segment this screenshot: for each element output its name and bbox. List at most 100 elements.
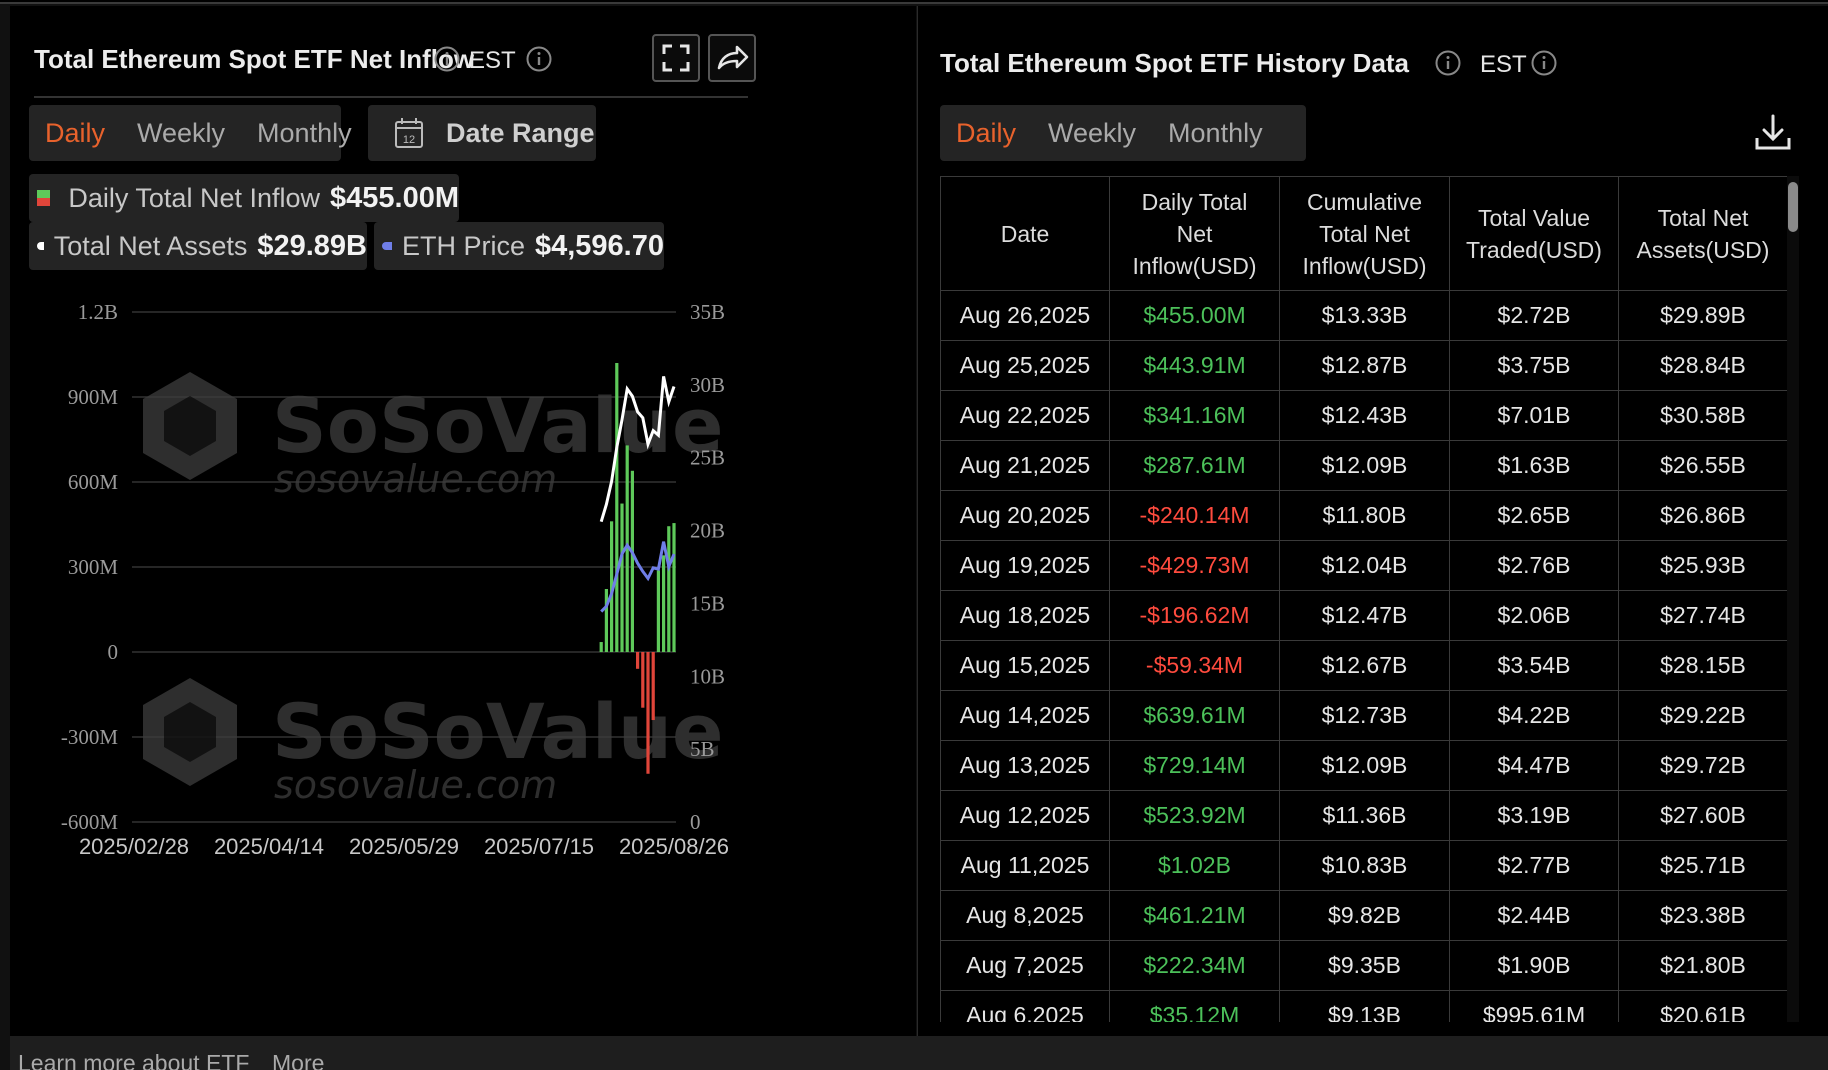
history-period-weekly[interactable]: Weekly <box>1048 117 1137 148</box>
watermark-site: sosovalue.com <box>274 763 557 807</box>
table-cell: $341.16M <box>1109 390 1280 441</box>
table-row[interactable]: Aug 15,2025 -$59.34M $12.67B $3.54B $28.15B <box>940 640 1788 691</box>
table-cell: $2.44B <box>1449 890 1619 941</box>
table-row[interactable]: Aug 13,2025 $729.14M $12.09B $4.47B $29.72B <box>940 740 1788 791</box>
inflow-bar <box>656 570 660 652</box>
scrollbar-thumb[interactable] <box>1788 182 1798 232</box>
legend-eth-price[interactable]: ETH Price $4,596.70 <box>374 222 664 270</box>
table-cell: $1.02B <box>1109 840 1280 891</box>
table-cell: $12.04B <box>1279 540 1450 591</box>
table-row[interactable]: Aug 7,2025 $222.34M $9.35B $1.90B $21.80B <box>940 940 1788 991</box>
legend-inflow[interactable]: Daily Total Net Inflow $455.00M <box>29 174 459 222</box>
watermark-site: sosovalue.com <box>274 457 557 501</box>
table-cell: Aug 13,2025 <box>940 740 1110 791</box>
table-cell: $443.91M <box>1109 340 1280 391</box>
table-row[interactable]: Aug 22,2025 $341.16M $12.43B $7.01B $30.58B <box>940 390 1788 441</box>
table-cell: $9.35B <box>1279 940 1450 991</box>
history-period-daily[interactable]: Daily <box>956 117 1017 148</box>
download-icon[interactable] <box>1753 112 1793 154</box>
table-cell: $29.72B <box>1618 740 1788 791</box>
history-table-viewport[interactable]: Date Daily Total Net Inflow(USD) Cumulative T… <box>918 6 1828 1022</box>
period-monthly[interactable]: Monthly <box>257 117 352 148</box>
column-header: Cumulative Total Net Inflow(USD) <box>1279 176 1450 291</box>
x-tick-label: 2025/02/28 <box>79 834 189 859</box>
inflow-bar <box>604 589 608 652</box>
history-table: Date Daily Total Net Inflow(USD) Cumulative T… <box>940 176 1788 1022</box>
share-button[interactable] <box>708 34 756 82</box>
table-cell: $27.60B <box>1618 790 1788 841</box>
more-link[interactable]: More <box>272 1050 325 1070</box>
table-row[interactable]: Aug 14,2025 $639.61M $12.73B $4.22B $29.22B <box>940 690 1788 741</box>
eth-swatch-icon <box>382 242 392 250</box>
table-cell: $7.01B <box>1449 390 1619 441</box>
column-header-line: Date <box>1000 220 1050 247</box>
period-weekly[interactable]: Weekly <box>137 117 226 148</box>
table-row[interactable]: Aug 20,2025 -$240.14M $11.80B $2.65B $26.86B <box>940 490 1788 541</box>
table-row[interactable]: Aug 6,2025 $35.12M $9.13B $995.61M $20.61B <box>940 990 1788 1022</box>
table-row[interactable]: Aug 11,2025 $1.02B $10.83B $2.77B $25.71B <box>940 840 1788 891</box>
x-tick-label: 2025/08/26 <box>619 834 729 859</box>
column-header-line: Traded(USD) <box>1466 236 1602 263</box>
y-right-tick-label: 15B <box>690 591 725 615</box>
table-cell: $23.38B <box>1618 890 1788 941</box>
table-cell: $287.61M <box>1109 440 1280 491</box>
inflow-bar <box>646 652 650 774</box>
table-cell: $28.15B <box>1618 640 1788 691</box>
table-row[interactable]: Aug 26,2025 $455.00M $13.33B $2.72B $29.89B <box>940 290 1788 341</box>
table-cell: $4.47B <box>1449 740 1619 791</box>
chart-watermarks: SoSoValuesosovalue.comSoSoValuesosovalue… <box>143 372 724 807</box>
table-row[interactable]: Aug 12,2025 $523.92M $11.36B $3.19B $27.60B <box>940 790 1788 841</box>
y-left-tick-label: 900M <box>68 385 119 409</box>
watermark-logo-icon <box>143 678 237 786</box>
column-header-line: Total Value <box>1477 204 1591 231</box>
x-tick-label: 2025/05/29 <box>349 834 459 859</box>
table-cell: $3.19B <box>1449 790 1619 841</box>
table-cell: $4.22B <box>1449 690 1619 741</box>
table-cell: $21.80B <box>1618 940 1788 991</box>
date-range-button[interactable]: 12 Date Range <box>368 105 596 161</box>
history-title: Total Ethereum Spot ETF History Data <box>940 48 1410 78</box>
table-cell: $29.22B <box>1618 690 1788 741</box>
table-cell: $222.34M <box>1109 940 1280 991</box>
column-header-line: Cumulative <box>1306 188 1423 215</box>
table-cell: $25.93B <box>1618 540 1788 591</box>
history-period-monthly[interactable]: Monthly <box>1168 117 1263 148</box>
table-row[interactable]: Aug 21,2025 $287.61M $12.09B $1.63B $26.55B <box>940 440 1788 491</box>
fullscreen-button[interactable] <box>652 34 700 82</box>
legend-total-net-assets[interactable]: Total Net Assets $29.89B <box>29 222 367 270</box>
column-header-line: Inflow(USD) <box>1132 252 1257 279</box>
learn-more-link[interactable]: Learn more about ETF <box>18 1050 250 1070</box>
x-tick-label: 2025/04/14 <box>214 834 324 859</box>
table-cell: $25.71B <box>1618 840 1788 891</box>
table-scrollbar[interactable] <box>1787 176 1799 1022</box>
table-row[interactable]: Aug 8,2025 $461.21M $9.82B $2.44B $23.38B <box>940 890 1788 941</box>
legend-eth-value: $4,596.70 <box>534 229 664 262</box>
table-row[interactable]: Aug 18,2025 -$196.62M $12.47B $2.06B $27.74B <box>940 590 1788 641</box>
column-header-line: Total Net <box>1657 204 1749 231</box>
history-panel: Date Daily Total Net Inflow(USD) Cumulative T… <box>917 6 1828 1036</box>
table-cell: $12.43B <box>1279 390 1450 441</box>
period-daily[interactable]: Daily <box>45 117 106 148</box>
table-row[interactable]: Aug 19,2025 -$429.73M $12.04B $2.76B $25.93B <box>940 540 1788 591</box>
table-header-row: Date Daily Total Net Inflow(USD) Cumulative T… <box>940 176 1788 291</box>
table-cell: $12.87B <box>1279 340 1450 391</box>
fullscreen-icon <box>662 44 690 72</box>
table-cell: $2.06B <box>1449 590 1619 641</box>
timezone-info-icon[interactable] <box>526 46 552 72</box>
history-timezone-label: EST <box>1480 51 1527 78</box>
history-info-icon[interactable] <box>1435 50 1461 76</box>
inflow-bars <box>599 363 676 774</box>
column-header: Daily Total Net Inflow(USD) <box>1109 176 1280 291</box>
table-cell: $729.14M <box>1109 740 1280 791</box>
inflow-bar <box>662 555 666 652</box>
timezone-label: EST <box>469 47 516 74</box>
table-cell: -$240.14M <box>1109 490 1280 541</box>
column-header: Date <box>940 176 1110 291</box>
y-left-tick-label: -300M <box>61 725 118 749</box>
table-row[interactable]: Aug 25,2025 $443.91M $12.87B $3.75B $28.84B <box>940 340 1788 391</box>
table-cell: Aug 7,2025 <box>940 940 1110 991</box>
table-cell: $11.80B <box>1279 490 1450 541</box>
info-icon[interactable] <box>434 46 460 72</box>
history-timezone-info-icon[interactable] <box>1531 50 1557 76</box>
net-inflow-chart[interactable]: SoSoValuesosovalue.comSoSoValuesosovalue… <box>10 6 916 1036</box>
